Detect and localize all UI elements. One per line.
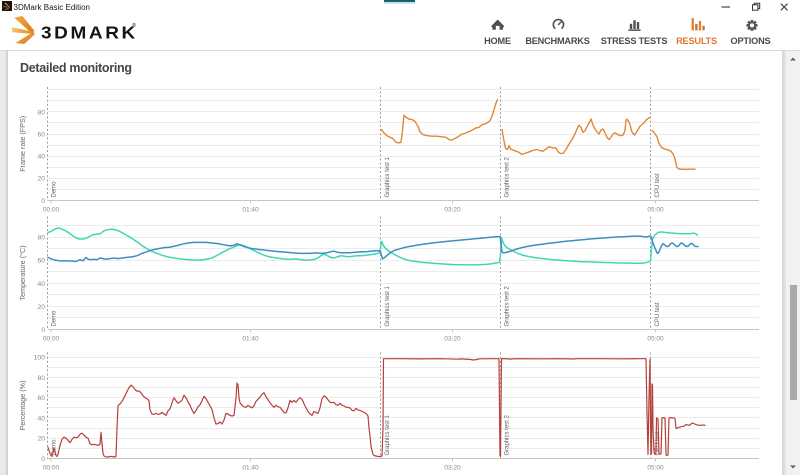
- svg-text:Graphics test 2: Graphics test 2: [505, 285, 511, 326]
- svg-text:Percentage (%): Percentage (%): [18, 381, 27, 431]
- svg-text:05:00: 05:00: [647, 336, 664, 343]
- svg-text:03:20: 03:20: [444, 465, 461, 472]
- svg-text:100: 100: [34, 355, 46, 362]
- svg-text:03:20: 03:20: [444, 207, 461, 214]
- svg-text:0: 0: [41, 327, 45, 334]
- svg-text:CPU test: CPU test: [655, 173, 661, 197]
- svg-text:20: 20: [37, 436, 45, 443]
- svg-text:00:00: 00:00: [43, 207, 60, 214]
- svg-text:01:40: 01:40: [242, 336, 259, 343]
- svg-text:Frame rate (FPS): Frame rate (FPS): [18, 116, 27, 172]
- svg-text:60: 60: [37, 258, 45, 265]
- svg-text:80: 80: [37, 109, 45, 116]
- svg-text:Demo: Demo: [52, 181, 58, 198]
- svg-text:CPU test: CPU test: [655, 302, 661, 326]
- svg-text:05:00: 05:00: [647, 207, 664, 214]
- svg-text:60: 60: [37, 395, 45, 402]
- svg-text:03:20: 03:20: [444, 336, 461, 343]
- svg-text:01:40: 01:40: [242, 207, 259, 214]
- svg-text:3DMARK: 3DMARK: [41, 23, 138, 42]
- svg-text:40: 40: [37, 281, 45, 288]
- svg-text:Demo: Demo: [52, 310, 58, 327]
- svg-text:00:00: 00:00: [43, 465, 60, 472]
- svg-text:60: 60: [37, 131, 45, 138]
- svg-text:Temperature (°C): Temperature (°C): [18, 245, 27, 300]
- svg-text:CPU test: CPU test: [655, 431, 661, 455]
- svg-text:40: 40: [37, 415, 45, 422]
- svg-text:0: 0: [41, 456, 45, 463]
- svg-text:20: 20: [37, 176, 45, 183]
- svg-text:40: 40: [37, 154, 45, 161]
- svg-text:80: 80: [37, 375, 45, 382]
- svg-text:Demo: Demo: [52, 439, 58, 456]
- svg-text:Graphics test 2: Graphics test 2: [505, 414, 511, 455]
- svg-text:®: ®: [132, 22, 136, 29]
- svg-text:Graphics test 1: Graphics test 1: [385, 285, 391, 326]
- svg-text:Graphics test 2: Graphics test 2: [505, 156, 511, 197]
- svg-text:00:00: 00:00: [43, 336, 60, 343]
- svg-text:01:40: 01:40: [242, 465, 259, 472]
- svg-text:Graphics test 1: Graphics test 1: [385, 156, 391, 197]
- svg-text:Graphics test 1: Graphics test 1: [385, 414, 391, 455]
- svg-text:0: 0: [41, 198, 45, 205]
- svg-text:80: 80: [37, 235, 45, 242]
- svg-text:05:00: 05:00: [647, 465, 664, 472]
- svg-text:20: 20: [37, 304, 45, 311]
